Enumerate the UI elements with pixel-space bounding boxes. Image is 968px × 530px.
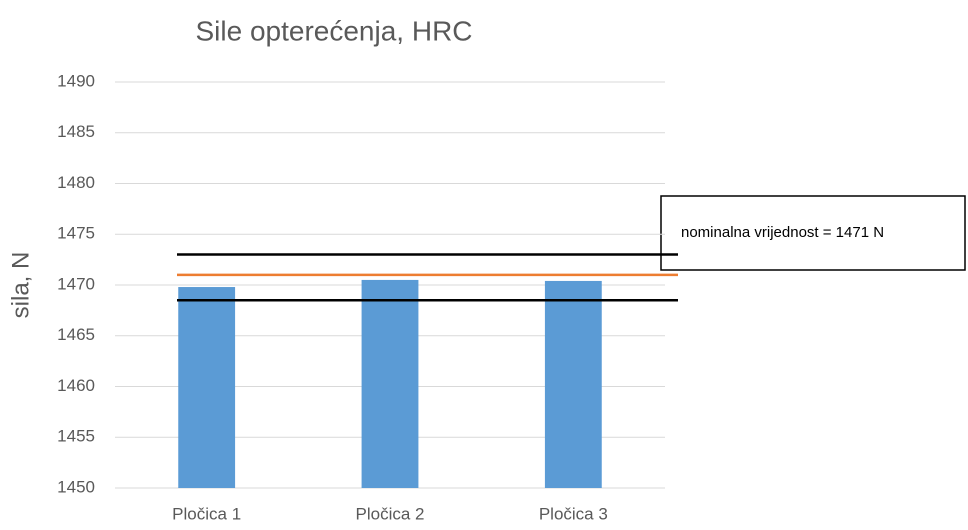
- bar: [178, 287, 236, 488]
- y-tick-label: 1455: [57, 427, 95, 446]
- y-tick-label: 1485: [57, 122, 95, 141]
- y-tick-label: 1480: [57, 173, 95, 192]
- y-tick-label: 1450: [57, 477, 95, 496]
- y-tick-label: 1470: [57, 274, 95, 293]
- x-tick-label: Pločica 2: [356, 504, 425, 523]
- chart-title: Sile opterećenja, HRC: [195, 15, 472, 46]
- x-tick-label: Pločica 1: [172, 504, 241, 523]
- y-axis-label: sila, N: [7, 252, 34, 319]
- x-tick-label: Pločica 3: [539, 504, 608, 523]
- bar: [544, 280, 602, 488]
- annotation: nominalna vrijednost = 1471 N: [681, 224, 884, 241]
- y-tick-label: 1465: [57, 325, 95, 344]
- y-tick-label: 1460: [57, 376, 95, 395]
- bar: [361, 279, 419, 488]
- annotation-box: [660, 195, 966, 271]
- y-tick-label: 1475: [57, 224, 95, 243]
- y-tick-label: 1490: [57, 71, 95, 90]
